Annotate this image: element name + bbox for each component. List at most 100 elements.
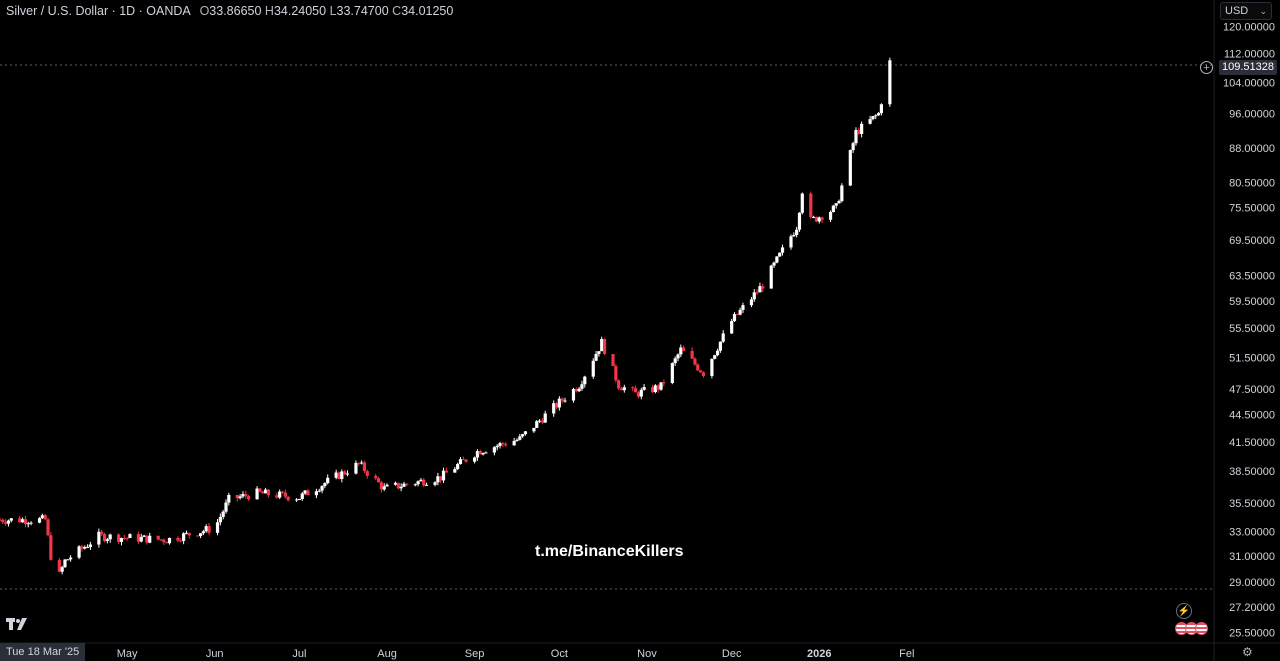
y-tick-label: 29.00000 bbox=[1229, 577, 1275, 589]
candle-body bbox=[376, 478, 381, 483]
candle-body bbox=[365, 471, 369, 476]
candle-body bbox=[713, 355, 717, 359]
candle-body bbox=[738, 309, 742, 315]
candle-body bbox=[617, 380, 621, 389]
candle-body bbox=[492, 447, 496, 453]
x-tick-label: Dec bbox=[722, 648, 742, 660]
y-tick-label: 69.50000 bbox=[1229, 235, 1275, 247]
candle-body bbox=[634, 388, 638, 393]
candle-body bbox=[741, 305, 745, 310]
candle-body bbox=[218, 516, 222, 523]
y-tick-label: 80.50000 bbox=[1229, 178, 1275, 190]
candle-body bbox=[23, 519, 28, 524]
candle-body bbox=[320, 486, 324, 491]
candle-body bbox=[139, 536, 143, 542]
candle-body bbox=[159, 539, 163, 541]
y-tick-label: 96.00000 bbox=[1229, 109, 1275, 121]
candle-body bbox=[198, 533, 203, 537]
candle-body bbox=[306, 490, 310, 496]
candle-body bbox=[182, 533, 186, 541]
candle-body bbox=[436, 476, 440, 483]
candle-body bbox=[83, 546, 87, 549]
candle-body bbox=[18, 518, 22, 523]
candle-body bbox=[831, 205, 835, 212]
candle-body bbox=[156, 535, 160, 540]
candle-body bbox=[266, 489, 270, 496]
candle-body bbox=[396, 482, 400, 489]
candle-body bbox=[854, 130, 858, 144]
watermark-text: t.me/BinanceKillers bbox=[535, 543, 684, 560]
candle-body bbox=[591, 360, 595, 377]
x-tick-label: Nov bbox=[637, 648, 657, 660]
settings-gear-icon[interactable]: ⚙ bbox=[1242, 645, 1253, 659]
candle-body bbox=[337, 472, 341, 480]
low-value: 33.74700 bbox=[336, 4, 389, 18]
candle-body bbox=[224, 502, 228, 512]
candle-body bbox=[732, 313, 737, 322]
candle-body bbox=[102, 534, 107, 541]
candle-body bbox=[780, 247, 785, 253]
y-tick-label: 47.50000 bbox=[1229, 384, 1275, 396]
candle-body bbox=[478, 451, 482, 455]
y-tick-label: 63.50000 bbox=[1229, 270, 1275, 282]
candle-body bbox=[258, 488, 262, 492]
candle-body bbox=[201, 531, 205, 534]
candle-body bbox=[639, 389, 643, 397]
economic-events[interactable] bbox=[1175, 622, 1208, 635]
candle-body bbox=[795, 229, 799, 235]
candle-body bbox=[464, 459, 468, 462]
candle-body bbox=[255, 488, 259, 500]
candle-body bbox=[876, 113, 881, 116]
candle-body bbox=[656, 385, 660, 390]
candle-body bbox=[535, 421, 539, 428]
candle-body bbox=[611, 354, 615, 367]
candle-body bbox=[167, 537, 172, 544]
candle-body bbox=[323, 483, 327, 487]
candle-body bbox=[560, 398, 564, 401]
candle-body bbox=[275, 495, 279, 498]
candle-body bbox=[49, 535, 53, 560]
candle-body bbox=[215, 522, 220, 533]
y-tick-label: 33.00000 bbox=[1229, 526, 1275, 538]
candle-body bbox=[88, 544, 92, 547]
open-value: 33.86650 bbox=[209, 4, 262, 18]
candle-body bbox=[583, 376, 587, 385]
candle-body bbox=[631, 387, 635, 389]
symbol-title[interactable]: Silver / U.S. Dollar · 1D · OANDA bbox=[6, 4, 191, 18]
candle-body bbox=[108, 534, 112, 540]
candle-body bbox=[119, 537, 124, 542]
currency-select[interactable]: USD ⌄ bbox=[1220, 2, 1272, 20]
candle-body bbox=[888, 60, 892, 105]
candle-body bbox=[413, 484, 417, 486]
us-flag-icon[interactable] bbox=[1195, 622, 1208, 635]
x-tick-label: Jun bbox=[206, 648, 224, 660]
candle-body bbox=[676, 354, 680, 359]
candle-body bbox=[6, 520, 11, 524]
candle-body bbox=[444, 470, 448, 473]
y-tick-label: 41.50000 bbox=[1229, 437, 1275, 449]
tradingview-logo-icon[interactable] bbox=[6, 618, 30, 637]
candle-body bbox=[204, 526, 208, 532]
candle-body bbox=[817, 217, 821, 222]
candle-body bbox=[523, 431, 528, 435]
candle-body bbox=[278, 491, 282, 498]
candle-body bbox=[385, 484, 389, 487]
candle-body bbox=[416, 481, 420, 485]
y-tick-label: 27.20000 bbox=[1229, 602, 1275, 614]
candle-body bbox=[317, 490, 321, 492]
candle-body bbox=[868, 119, 872, 124]
chevron-down-icon: ⌄ bbox=[1259, 5, 1267, 16]
candle-body bbox=[682, 347, 686, 351]
candle-body bbox=[458, 459, 463, 465]
lightning-icon[interactable]: ⚡ bbox=[1176, 603, 1192, 619]
add-alert-icon[interactable]: + bbox=[1200, 61, 1213, 74]
candle-body bbox=[828, 211, 833, 220]
candle-body bbox=[814, 216, 819, 222]
candle-body bbox=[600, 338, 604, 352]
candle-body bbox=[563, 400, 567, 402]
candle-body bbox=[63, 559, 67, 568]
candle-body bbox=[196, 535, 200, 537]
candle-body bbox=[241, 493, 245, 497]
candle-body bbox=[100, 531, 104, 535]
